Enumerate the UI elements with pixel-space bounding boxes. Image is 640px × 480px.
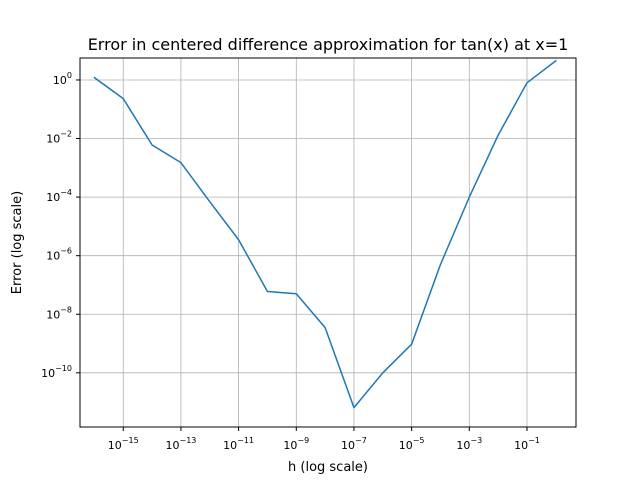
- x-tick-label: 10−13: [165, 436, 196, 452]
- error-line: [93, 59, 557, 409]
- x-tick-label: 10−9: [283, 436, 309, 452]
- y-axis-label: Error (log scale): [10, 191, 25, 294]
- x-tick-label: 10−3: [456, 436, 482, 452]
- x-tick-label: 10−5: [399, 436, 425, 452]
- x-tick-label: 10−11: [223, 436, 254, 452]
- grid: [80, 58, 576, 427]
- y-tick-label: 100: [53, 71, 72, 87]
- y-tick-label: 10−8: [46, 305, 72, 321]
- y-tick-label: 10−4: [46, 188, 72, 204]
- x-tick-label: 10−15: [108, 436, 139, 452]
- x-axis-label: h (log scale): [288, 460, 368, 475]
- y-tick-label: 10−10: [41, 364, 72, 380]
- ticks: 10−15 10−13 10−11 10−9 10−7 10−5 10−3 10−1 10−10…: [41, 71, 540, 452]
- plot-frame: [79, 57, 577, 428]
- y-tick-label: 10−6: [46, 247, 72, 263]
- series-layer: [93, 59, 557, 409]
- y-tick-label: 10−2: [46, 130, 72, 146]
- x-tick-label: 10−7: [341, 436, 367, 452]
- x-tick-label: 10−1: [514, 436, 540, 452]
- chart-title: Error in centered difference approximati…: [88, 35, 569, 54]
